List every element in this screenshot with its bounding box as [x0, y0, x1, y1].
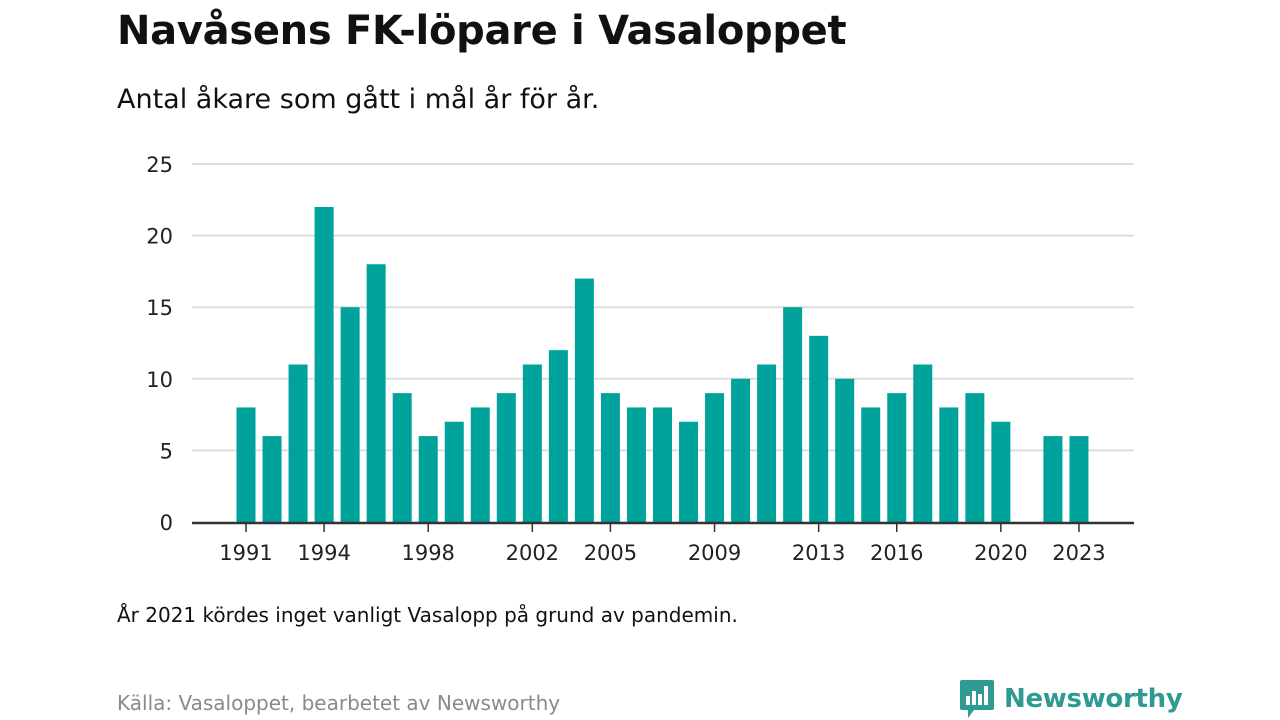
y-tick-label: 10 [146, 368, 173, 392]
x-tick-label: 2013 [792, 541, 845, 565]
x-tick-label: 1998 [401, 541, 454, 565]
chart-title: Navåsens FK-löpare i Vasaloppet [117, 8, 847, 54]
bars [236, 206, 1089, 522]
bar [444, 421, 464, 522]
bar [887, 393, 907, 522]
bar [262, 436, 282, 522]
bar [418, 436, 438, 522]
y-axis-ticks: 0 5 10 15 20 25 [146, 153, 173, 535]
bar [574, 278, 594, 522]
bar [470, 407, 490, 522]
brand-logo: Newsworthy [960, 680, 1183, 718]
bar [991, 421, 1011, 522]
x-tick-label: 2020 [974, 541, 1027, 565]
bar [522, 364, 542, 522]
bar [288, 364, 308, 522]
bar [366, 264, 386, 522]
x-tick-label: 2002 [506, 541, 559, 565]
bar [783, 307, 803, 522]
bar [861, 407, 881, 522]
bar [600, 393, 620, 522]
bar [392, 393, 412, 522]
x-tick-label: 1994 [297, 541, 350, 565]
y-tick-label: 20 [146, 225, 173, 249]
bar [679, 421, 699, 522]
chart-subtitle: Antal åkare som gått i mål år för år. [117, 84, 600, 115]
y-tick-label: 25 [146, 153, 173, 177]
bar [757, 364, 777, 522]
footnote: År 2021 kördes inget vanligt Vasalopp på… [117, 603, 738, 627]
brand-name: Newsworthy [1004, 684, 1183, 714]
bar [809, 335, 829, 522]
bar [731, 378, 751, 522]
y-tick-label: 15 [146, 296, 173, 320]
bar [340, 307, 360, 522]
y-tick-label: 0 [160, 511, 173, 535]
x-tick-label: 2009 [688, 541, 741, 565]
x-tick-label: 2016 [870, 541, 923, 565]
y-tick-label: 5 [160, 439, 173, 463]
bar [236, 407, 256, 522]
bar [913, 364, 933, 522]
bar [652, 407, 672, 522]
bar-chart-speech-bubble-icon [960, 680, 994, 718]
bar [314, 206, 334, 522]
x-tick-label: 2005 [584, 541, 637, 565]
source-credit: Källa: Vasaloppet, bearbetet av Newswort… [117, 691, 561, 715]
bar [835, 378, 855, 522]
bar [548, 350, 568, 522]
x-tick-label: 1991 [219, 541, 272, 565]
bar [1069, 436, 1089, 522]
bar [1043, 436, 1063, 522]
bar [496, 393, 516, 522]
bar [939, 407, 959, 522]
bar [965, 393, 985, 522]
x-tick-label: 2023 [1052, 541, 1105, 565]
x-axis-ticks: 1991 1994 1998 2002 2005 2009 2013 2016 2020 2023 [219, 524, 1106, 565]
bar [626, 407, 646, 522]
bar [705, 393, 725, 522]
